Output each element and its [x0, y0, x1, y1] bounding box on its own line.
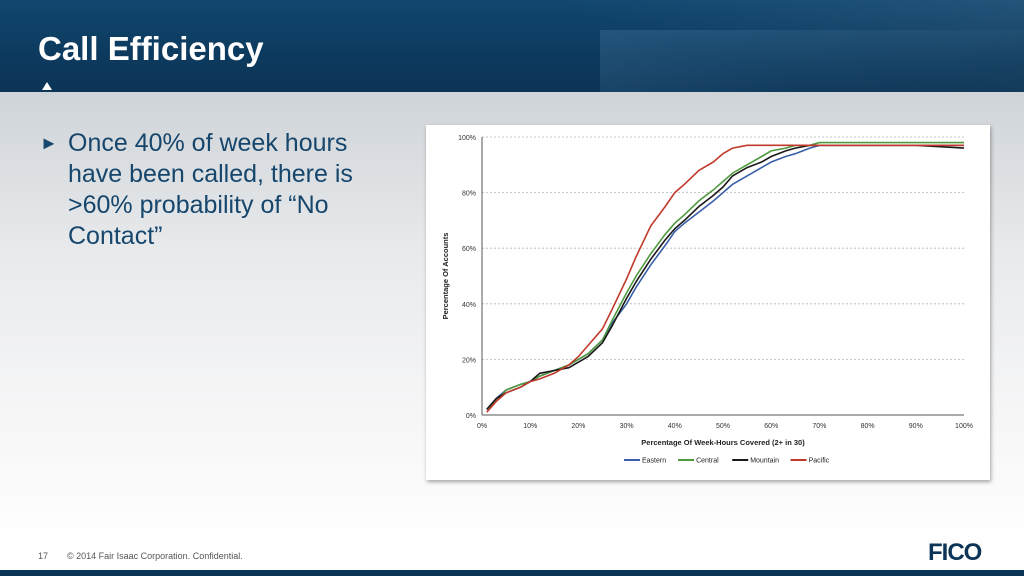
slide-title: Call Efficiency — [38, 30, 264, 67]
x-tick-label: 90% — [909, 423, 923, 430]
x-tick-label: 30% — [620, 423, 634, 430]
series-line-mountain — [486, 144, 965, 410]
y-tick-label: 40% — [462, 302, 476, 309]
title-bar: Call Efficiency — [0, 0, 1024, 92]
legend-label-mountain: Mountain — [750, 458, 779, 465]
x-tick-label: 20% — [571, 423, 585, 430]
y-tick-label: 80% — [462, 191, 476, 198]
fico-logo: FICO — [928, 539, 982, 566]
legend-label-central: Central — [696, 458, 719, 465]
header-texture — [420, 0, 1024, 92]
y-tick-label: 20% — [462, 357, 476, 364]
bullet-point: ► Once 40% of week hours have been calle… — [40, 128, 400, 252]
legend-label-pacific: Pacific — [809, 458, 830, 465]
x-tick-label: 60% — [764, 423, 778, 430]
footer-bar — [0, 570, 1024, 576]
line-chart: 0% 20% 40% 60% 80% 100% 0% 10% 20% 30% 40% 50% 60% 70… — [441, 135, 973, 465]
copyright-text: © 2014 Fair Isaac Corporation. Confident… — [67, 551, 243, 561]
x-tick-label: 70% — [812, 423, 826, 430]
y-tick-label: 60% — [462, 246, 476, 253]
header-texture-highlight — [600, 30, 1024, 92]
page-number: 17 — [38, 551, 49, 561]
x-tick-label: 10% — [523, 423, 537, 430]
series-line-pacific — [486, 144, 964, 413]
y-axis-label: Percentage Of Accounts — [441, 233, 450, 320]
x-axis-label: Percentage Of Week-Hours Covered (2+ in … — [641, 438, 805, 447]
y-tick-label: 0% — [466, 413, 476, 420]
x-tick-label: 100% — [955, 423, 973, 430]
x-tick-label: 0% — [477, 423, 487, 430]
x-tick-label: 40% — [668, 423, 682, 430]
caret-up-icon[interactable] — [42, 82, 52, 90]
triangle-bullet-icon: ► — [40, 133, 58, 153]
x-tick-label: 80% — [861, 423, 875, 430]
x-tick-label: 50% — [716, 423, 730, 430]
y-tick-label: 100% — [458, 135, 476, 142]
bullet-text: Once 40% of week hours have been called,… — [68, 129, 353, 250]
chart-figure: 0% 20% 40% 60% 80% 100% 0% 10% 20% 30% 40% 50% 60% 70… — [426, 125, 990, 480]
legend-label-eastern: Eastern — [642, 458, 666, 465]
